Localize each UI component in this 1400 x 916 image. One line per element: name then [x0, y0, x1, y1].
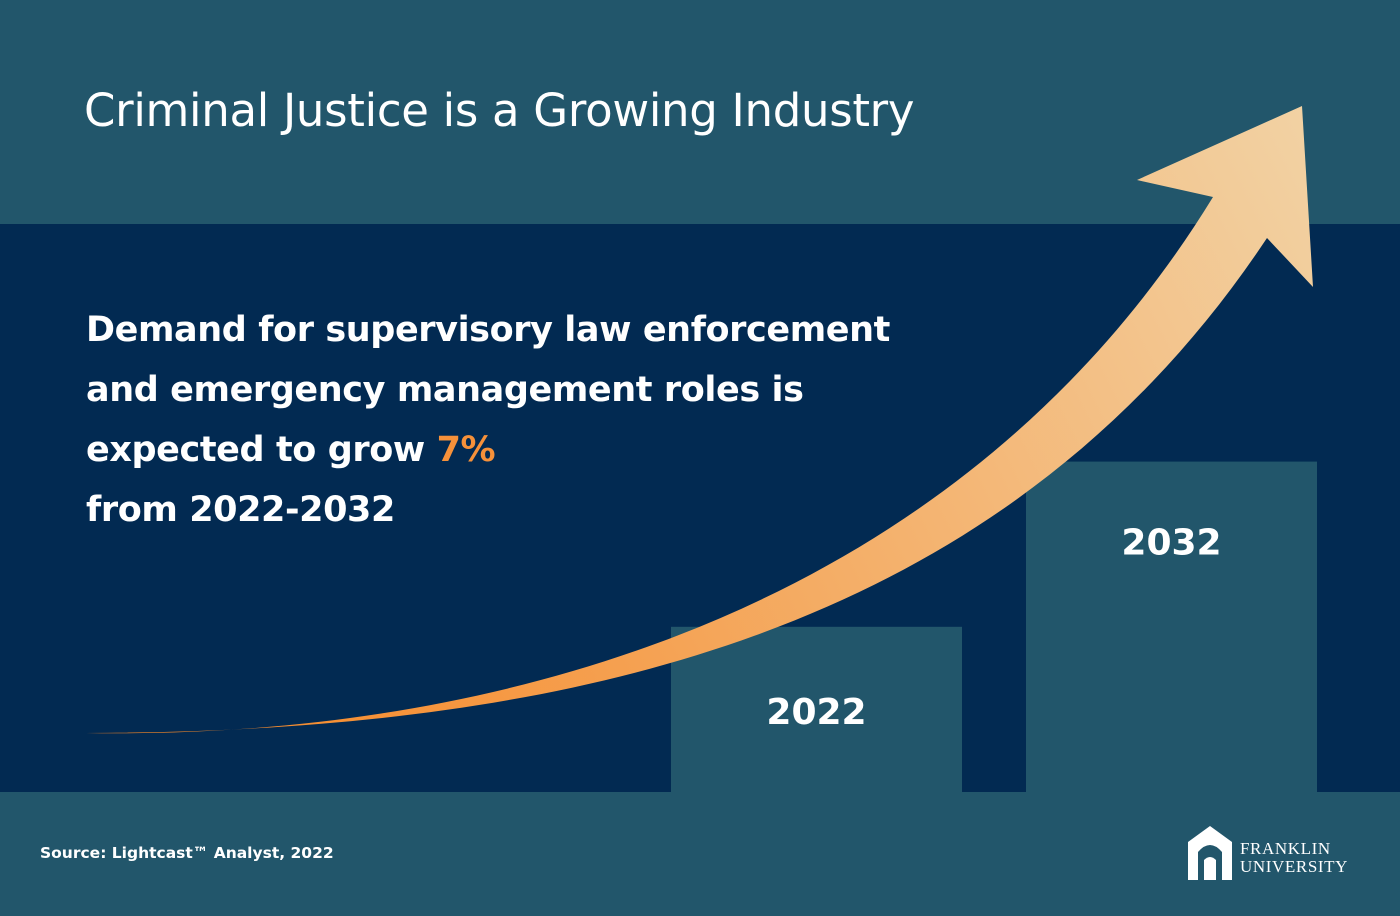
headline-line-1: Demand for supervisory law enforcement: [86, 310, 890, 350]
bar-2022: [671, 626, 962, 792]
headline-line-3: expected to grow 7%: [86, 420, 986, 480]
headline-line-3-prefix: expected to grow: [86, 430, 437, 470]
franklin-gate-icon: [1188, 826, 1232, 880]
headline-line-4: from 2022-2032: [86, 490, 395, 530]
logo-wordmark: FRANKLIN UNIVERSITY: [1240, 840, 1348, 876]
bar-2032: [1026, 461, 1317, 792]
franklin-university-logo: FRANKLIN UNIVERSITY: [1186, 824, 1366, 884]
logo-line-1: FRANKLIN: [1240, 839, 1331, 858]
bar-label-2022: 2022: [766, 692, 866, 733]
bar-label-2032: 2032: [1121, 523, 1221, 564]
header-band: [0, 0, 1400, 224]
growth-percentage: 7%: [436, 430, 496, 470]
logo-line-2: UNIVERSITY: [1240, 857, 1348, 876]
headline-line-2: and emergency management roles is: [86, 370, 804, 410]
headline-text: Demand for supervisory law enforcement a…: [86, 300, 986, 540]
growth-arrow: [86, 106, 1313, 734]
source-citation: Source: Lightcast™ Analyst, 2022: [40, 844, 334, 862]
footer-band: [0, 792, 1400, 916]
page-title: Criminal Justice is a Growing Industry: [84, 84, 915, 137]
